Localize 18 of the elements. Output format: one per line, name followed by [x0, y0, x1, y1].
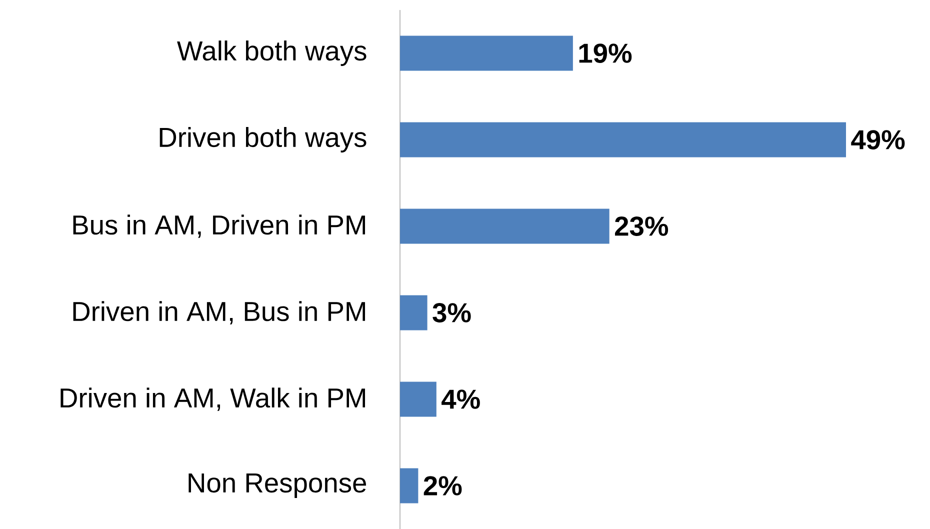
bar — [400, 122, 846, 158]
y-tick-label: Driven both ways — [160, 126, 366, 152]
data-label: 23% — [614, 216, 668, 236]
bar — [400, 295, 428, 330]
data-label: 19% — [579, 43, 632, 63]
y-tick-label: Bus in AM, Driven in PM — [73, 214, 366, 238]
data-label: 3% — [432, 302, 471, 322]
data-label: 2% — [424, 476, 462, 496]
y-tick-label: Driven in AM, Bus in PM — [73, 300, 366, 324]
y-tick-label: Walk both ways — [177, 40, 366, 66]
bar — [400, 468, 418, 504]
bar — [400, 208, 610, 244]
bar — [400, 382, 436, 417]
y-tick-label: Non Response — [188, 473, 366, 498]
data-label: 4% — [442, 390, 480, 409]
data-label: 49% — [851, 130, 905, 150]
bar — [400, 36, 573, 71]
y-tick-label: Driven in AM, Walk in PM — [60, 387, 366, 411]
